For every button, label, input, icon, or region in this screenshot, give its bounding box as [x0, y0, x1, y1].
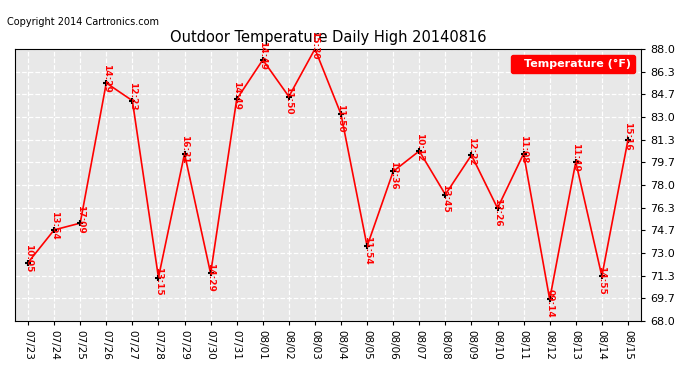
Legend: Temperature (°F): Temperature (°F): [511, 54, 635, 74]
Text: 12:22: 12:22: [467, 136, 476, 165]
Title: Outdoor Temperature Daily High 20140816: Outdoor Temperature Daily High 20140816: [170, 30, 486, 45]
Text: 13:45: 13:45: [441, 184, 450, 213]
Text: 12:26: 12:26: [493, 198, 502, 226]
Text: 11:50: 11:50: [337, 104, 346, 133]
Text: Copyright 2014 Cartronics.com: Copyright 2014 Cartronics.com: [7, 17, 159, 27]
Text: 11:54: 11:54: [363, 236, 372, 265]
Text: 09:14: 09:14: [545, 289, 554, 318]
Text: 15:16: 15:16: [624, 122, 633, 150]
Text: 12:36: 12:36: [388, 161, 397, 190]
Text: 15:30: 15:30: [310, 30, 319, 59]
Text: 16:31: 16:31: [180, 135, 189, 164]
Text: 10:05: 10:05: [23, 244, 32, 273]
Text: 13:15: 13:15: [154, 267, 163, 296]
Text: 14:29: 14:29: [102, 64, 111, 93]
Text: 14:49: 14:49: [258, 41, 267, 70]
Text: 11:49: 11:49: [571, 143, 580, 172]
Text: 14:55: 14:55: [598, 266, 607, 295]
Text: 14:29: 14:29: [206, 263, 215, 292]
Text: 11:50: 11:50: [284, 87, 293, 115]
Text: 17:09: 17:09: [76, 205, 85, 233]
Text: 14:49: 14:49: [233, 81, 241, 110]
Text: 12:23: 12:23: [128, 82, 137, 111]
Text: 10:12: 10:12: [415, 133, 424, 161]
Text: 11:08: 11:08: [519, 135, 528, 164]
Text: 13:54: 13:54: [50, 211, 59, 240]
